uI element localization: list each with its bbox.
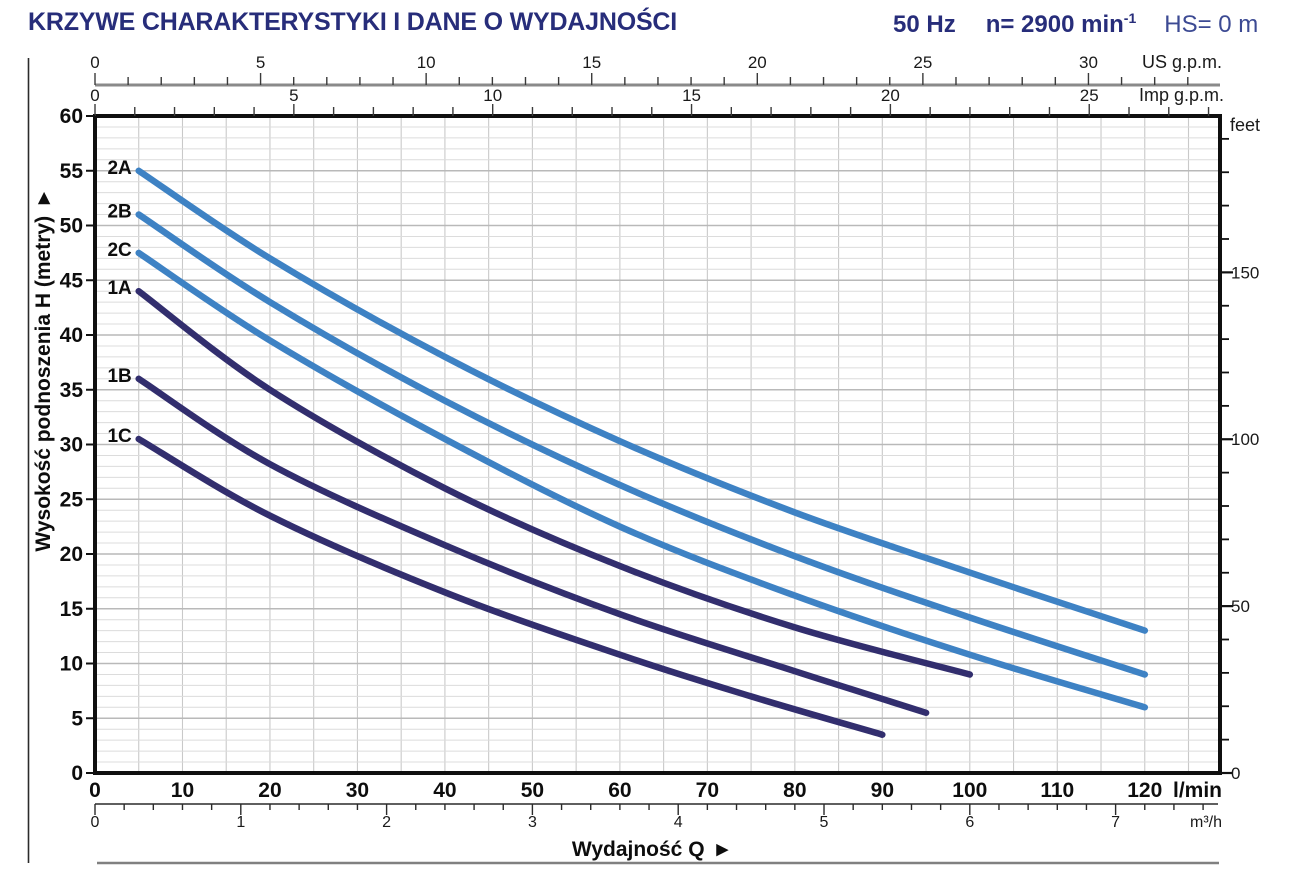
us-gpm-tick-label: 20 <box>748 53 767 72</box>
lmin-tick-label: 20 <box>258 779 281 802</box>
m3h-tick-label: 3 <box>528 814 537 831</box>
imp-gpm-axis: 0 5 10 15 20 25 Imp g.p.m. <box>90 85 1224 116</box>
curve-2A <box>135 167 1149 634</box>
imp-gpm-tick-label: 25 <box>1080 86 1099 105</box>
lmin-tick-label: 120 <box>1127 779 1162 802</box>
m3h-tick-label: 2 <box>382 814 391 831</box>
us-gpm-tick-label: 30 <box>1079 53 1098 72</box>
h-tick-label: 45 <box>60 269 84 292</box>
lmin-tick-label: 100 <box>952 779 987 802</box>
grid <box>95 116 1220 773</box>
lmin-tick-label: 60 <box>608 779 631 802</box>
imp-gpm-unit-label: Imp g.p.m. <box>1139 85 1224 105</box>
m3h-tick-label: 5 <box>820 814 829 831</box>
m3h-tick-label: 0 <box>91 814 100 831</box>
imp-gpm-tick-label: 5 <box>289 86 298 105</box>
feet-unit-label: feet <box>1230 115 1260 135</box>
lmin-tick-label: 10 <box>171 779 194 802</box>
lmin-tick-label: 80 <box>783 779 806 802</box>
arrow-up-icon: ▶ <box>35 191 52 205</box>
m3h-tick-label: 6 <box>965 814 974 831</box>
x-axis-title-text: Wydajność Q ▶ <box>572 838 730 861</box>
us-gpm-tick-label: 0 <box>90 53 99 72</box>
curve-label-2B: 2B <box>107 202 131 223</box>
us-gpm-unit-label: US g.p.m. <box>1142 52 1222 72</box>
lmin-tick-label: 0 <box>89 779 101 802</box>
h-tick-label: 50 <box>60 215 83 238</box>
h-tick-label: 55 <box>60 160 84 183</box>
imp-gpm-tick-label: 20 <box>881 86 900 105</box>
us-gpm-tick-label: 5 <box>256 53 265 72</box>
m3h-tick-label: 4 <box>674 814 683 831</box>
curve-label-1B: 1B <box>107 366 131 387</box>
h-tick-label: 10 <box>60 653 83 676</box>
us-gpm-tick-label: 15 <box>582 53 601 72</box>
curve-2B <box>135 211 1149 678</box>
lmin-tick-label: 110 <box>1040 779 1074 802</box>
curve-label-1C: 1C <box>107 426 132 447</box>
page-title: KRZYWE CHARAKTERYSTYKI I DANE O WYDAJNOŚ… <box>28 8 678 36</box>
curve-label-2A: 2A <box>107 158 132 179</box>
imp-gpm-tick-label: 0 <box>90 86 99 105</box>
operating-conditions: 50 Hz n= 2900 min-1 HS= 0 m <box>893 10 1258 39</box>
curve-1B <box>135 375 930 717</box>
frequency-value: 50 Hz <box>893 11 956 38</box>
lmin-unit-label: l/min <box>1173 779 1222 802</box>
curve-1C <box>135 435 886 738</box>
h-tick-label: 15 <box>60 598 84 621</box>
feet-tick-label: 150 <box>1231 263 1259 282</box>
lmin-tick-label: 90 <box>871 779 894 802</box>
imp-gpm-tick-label: 15 <box>682 86 701 105</box>
h-axis: 0 5 10 15 20 25 30 35 40 45 50 55 60 <box>60 105 95 785</box>
h-tick-label: 0 <box>71 762 83 785</box>
h-tick-label: 35 <box>60 379 84 402</box>
curve-label-1A: 1A <box>107 278 132 299</box>
h-tick-label: 20 <box>60 543 83 566</box>
m3h-tick-label: 7 <box>1111 814 1120 831</box>
x-axis-title: Wydajność Q ▶ <box>572 838 730 861</box>
imp-gpm-tick-label: 10 <box>483 86 502 105</box>
lmin-tick-label: 40 <box>433 779 456 802</box>
suction-head-value: HS= 0 m <box>1164 11 1259 38</box>
lmin-axis: 0 10 20 30 40 50 60 70 80 90 100 110 120 l/min <box>89 779 1222 802</box>
curve-2C <box>135 249 1149 711</box>
curve-label-2C: 2C <box>107 240 132 261</box>
h-tick-label: 60 <box>60 105 83 128</box>
m3h-axis: 0 1 2 3 4 5 6 7 m³/h <box>91 803 1222 831</box>
feet-tick-label: 0 <box>1231 764 1240 783</box>
h-tick-label: 40 <box>60 324 83 347</box>
feet-tick-label: 100 <box>1231 430 1259 449</box>
rotation-speed-value: n= 2900 min-1 <box>985 10 1137 38</box>
lmin-tick-label: 30 <box>346 779 369 802</box>
h-tick-label: 5 <box>71 707 83 730</box>
h-tick-label: 25 <box>60 488 84 511</box>
us-gpm-tick-label: 25 <box>913 53 932 72</box>
y-axis-title-text: Wysokość podnoszenia H (metry)▶ <box>32 191 55 552</box>
lmin-tick-label: 70 <box>696 779 719 802</box>
us-gpm-axis: 0 5 10 15 20 25 30 US g.p.m. <box>90 52 1222 87</box>
us-gpm-tick-label: 10 <box>417 53 436 72</box>
curve-1A <box>135 287 974 678</box>
feet-tick-label: 50 <box>1231 597 1250 616</box>
m3h-tick-label: 1 <box>236 814 245 831</box>
h-tick-label: 30 <box>60 434 83 457</box>
curve-labels: 2A 2B 2C 1A 1B 1C <box>107 158 132 447</box>
lmin-tick-label: 50 <box>521 779 544 802</box>
feet-axis: 0 50 100 150 feet <box>1220 115 1260 783</box>
arrow-right-icon: ▶ <box>716 841 730 858</box>
curves <box>135 167 1149 738</box>
m3h-unit-label: m³/h <box>1190 814 1222 831</box>
